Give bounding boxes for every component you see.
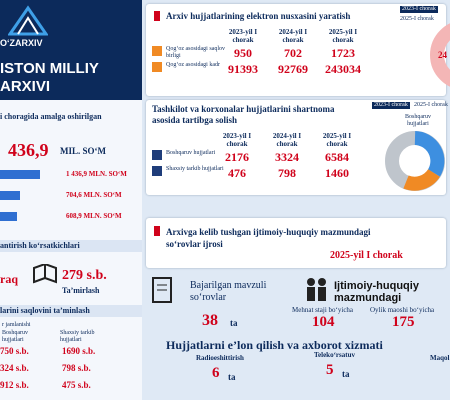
doc-icon [152, 277, 172, 303]
value: 6 [212, 365, 220, 381]
col-head: 2025-yil I chorak [328, 28, 358, 44]
section-title: antirish ko‘rsatkichlari [0, 241, 80, 250]
legend: 2023-I chorak [400, 6, 438, 13]
legend: 2025-I chorak [414, 102, 448, 108]
bar [0, 212, 17, 221]
value: 38 [202, 312, 218, 329]
card-title: Arxiv hujjatlarining elektron nusxasini … [166, 11, 351, 21]
cell: 6584 [325, 150, 349, 164]
title: ARXIVI [0, 78, 51, 95]
label: Ijtimoiy-huquqiy mazmundagi [334, 280, 419, 304]
label: Teleko‘rsatuv [314, 351, 355, 359]
cell: 798 [278, 166, 296, 180]
row-icon [152, 46, 162, 56]
row-label: Boshqaruv hujjatlari [166, 150, 216, 156]
bar-label: 608,9 MLN. SO‘M [66, 212, 122, 220]
period: 2025-yil I chorak [330, 250, 403, 261]
bar-label: 1 436,9 MLN. SO‘M [66, 170, 127, 178]
section-title: larini saqlovini ta’minlash [0, 306, 90, 315]
value: 175 [392, 314, 415, 330]
cell: 475 s.b. [62, 380, 91, 390]
cell: 91393 [228, 62, 258, 76]
legend: 2025-I chorak [400, 16, 434, 22]
donut-label: Boshqaruv hujjatlari [405, 114, 431, 127]
label: Oylik maoshi bo‘yicha [370, 306, 435, 314]
cell: 702 [284, 46, 302, 60]
cell: 950 [234, 46, 252, 60]
card [146, 218, 446, 268]
unit: ta [228, 372, 236, 382]
section-strip [0, 240, 142, 252]
restoration-label: Ta’mirlash [62, 286, 100, 295]
logo-icon [8, 5, 48, 36]
card-title: Arxivga kelib tushgan ijtimoiy-huquqiy m… [166, 227, 371, 249]
label: Bajarilgan mavzuli so‘rovlar [190, 280, 267, 303]
bar-label: 704,6 MLN. SO‘M [66, 191, 122, 199]
cell: 750 s.b. [0, 346, 29, 356]
row-icon [152, 62, 162, 72]
row-label: Shaxsiy tarkib hujjatlari [166, 166, 224, 172]
cell: 92769 [278, 62, 308, 76]
col-head: 2024-yil I chorak [278, 28, 308, 44]
restoration-value: 279 s.b. [62, 268, 107, 283]
value: 5 [326, 362, 334, 378]
unit: ta [230, 318, 238, 328]
col-head: Boshqaruv hujjatlari [2, 330, 28, 343]
cell: 1460 [325, 166, 349, 180]
value: 104 [312, 314, 335, 330]
restoration-left: raq [0, 272, 18, 286]
row-label: Qog‘oz asosidagi kadr [166, 62, 220, 68]
title: ISTON MILLIY [0, 60, 99, 77]
bar [0, 170, 40, 179]
total-unit: MIL. SO‘M [60, 146, 106, 156]
title-marker [154, 226, 160, 236]
donut [430, 23, 450, 87]
col-head: 2023-yil I chorak [228, 28, 258, 44]
people-icon [307, 278, 326, 301]
row-label: Qog‘oz asosidagi saqlov birligi [166, 46, 225, 59]
cell: 3324 [275, 150, 299, 164]
total: 436,9 [8, 140, 49, 160]
section-title: Hujjatlarni e’lon qilish va axborot xizm… [166, 338, 383, 352]
card [146, 4, 446, 96]
label: Maqol [430, 354, 450, 362]
col-head: 2025-yil I chorak [322, 132, 352, 148]
title-marker [154, 11, 160, 21]
donut-label: 24 [438, 50, 447, 60]
card-title: Tashkilot va korxonalar hujjatlarini sha… [152, 104, 335, 125]
col-head: 2024-yil I chorak [272, 132, 302, 148]
label: Radioeshittirish [196, 354, 244, 362]
bar [0, 191, 20, 200]
cell: 912 s.b. [0, 380, 29, 390]
cell: 324 s.b. [0, 363, 29, 373]
logo-text: O‘ZARXIV [0, 38, 43, 48]
unit: ta [342, 369, 350, 379]
row-icon [152, 166, 162, 176]
legend: 2023-I chorak [372, 102, 410, 109]
cell: 1723 [331, 46, 355, 60]
donut [385, 131, 445, 191]
book-icon [33, 264, 57, 284]
cell: 1690 s.b. [62, 346, 96, 356]
row-icon [152, 150, 162, 160]
cell: 798 s.b. [62, 363, 91, 373]
section-strip [0, 305, 142, 317]
col-head: 2023-yil I chorak [222, 132, 252, 148]
col-head: r jamlanishi [2, 322, 31, 328]
label: Mehnat staji bo‘yicha [292, 306, 354, 314]
caption: i choragida amalga oshirilgan [0, 112, 102, 121]
cell: 243034 [325, 62, 361, 76]
cell: 476 [228, 166, 246, 180]
cell: 2176 [225, 150, 249, 164]
col-head: Shaxsiy tarkib hujjatlari [60, 330, 95, 343]
